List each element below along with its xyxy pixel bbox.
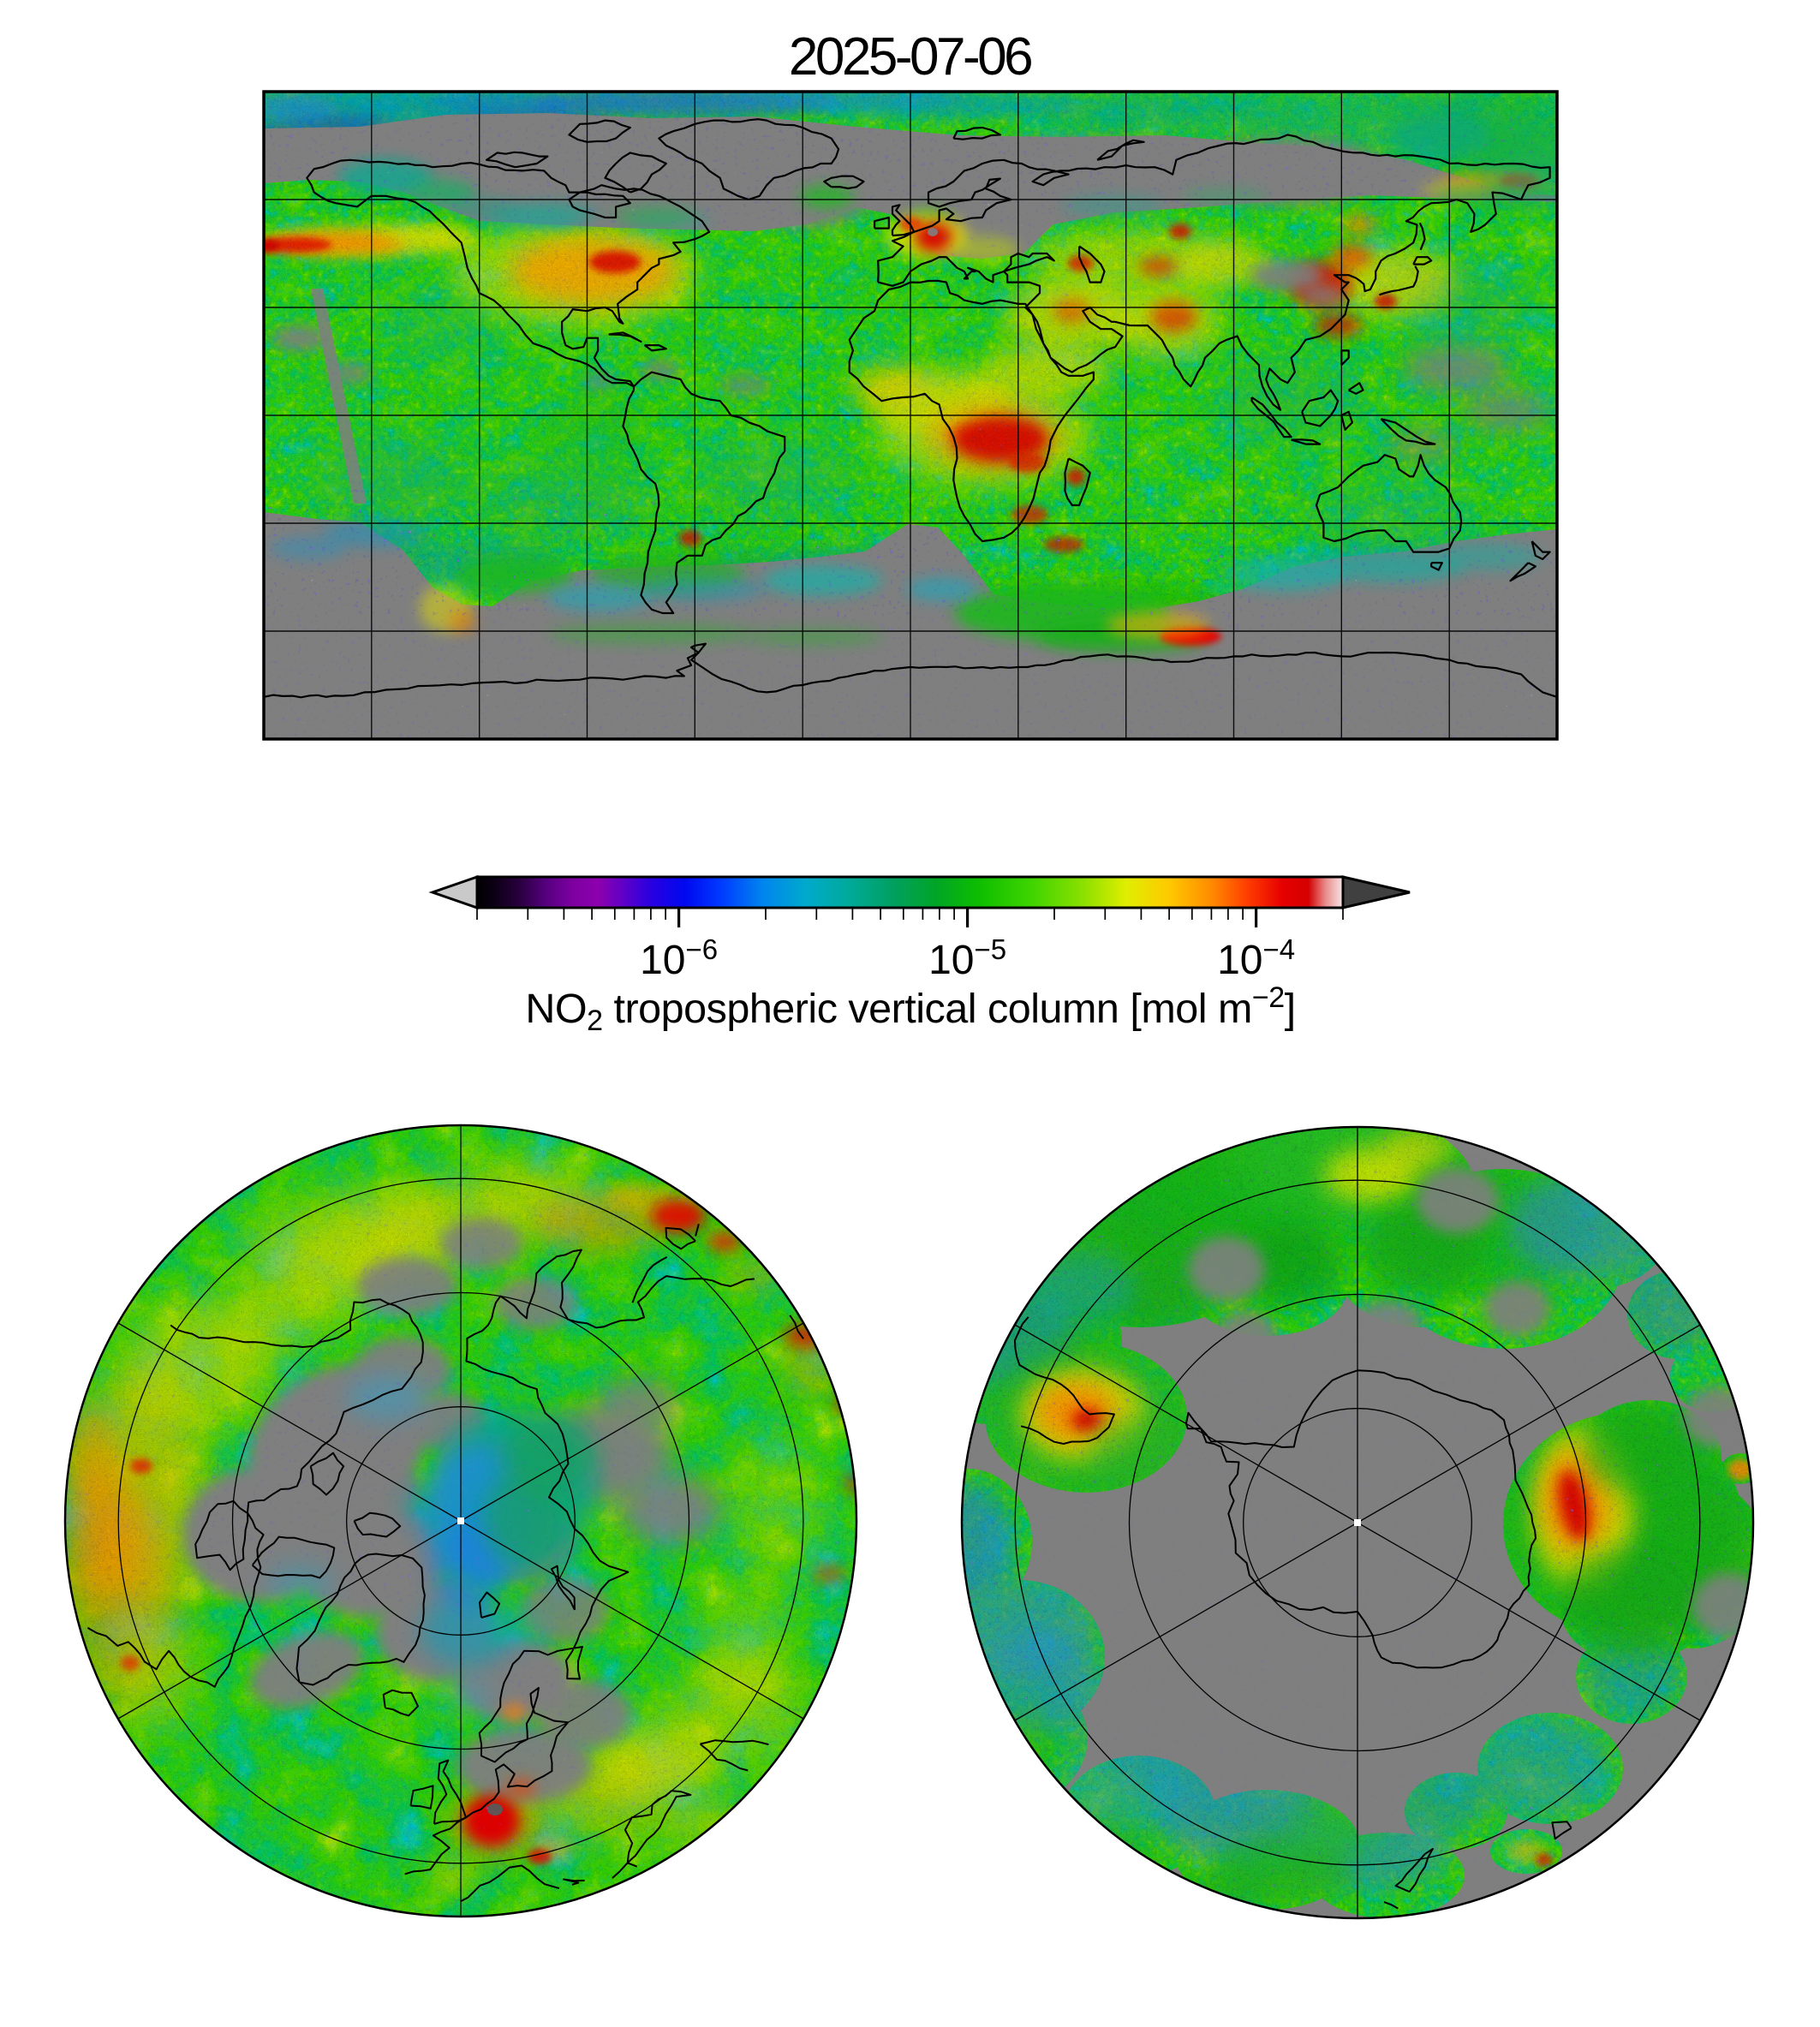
svg-text:2025-07-06: 2025-07-06 [789,27,1031,86]
svg-text:NO2 tropospheric vertical colu: NO2 tropospheric vertical column [mol m−… [525,981,1295,1037]
